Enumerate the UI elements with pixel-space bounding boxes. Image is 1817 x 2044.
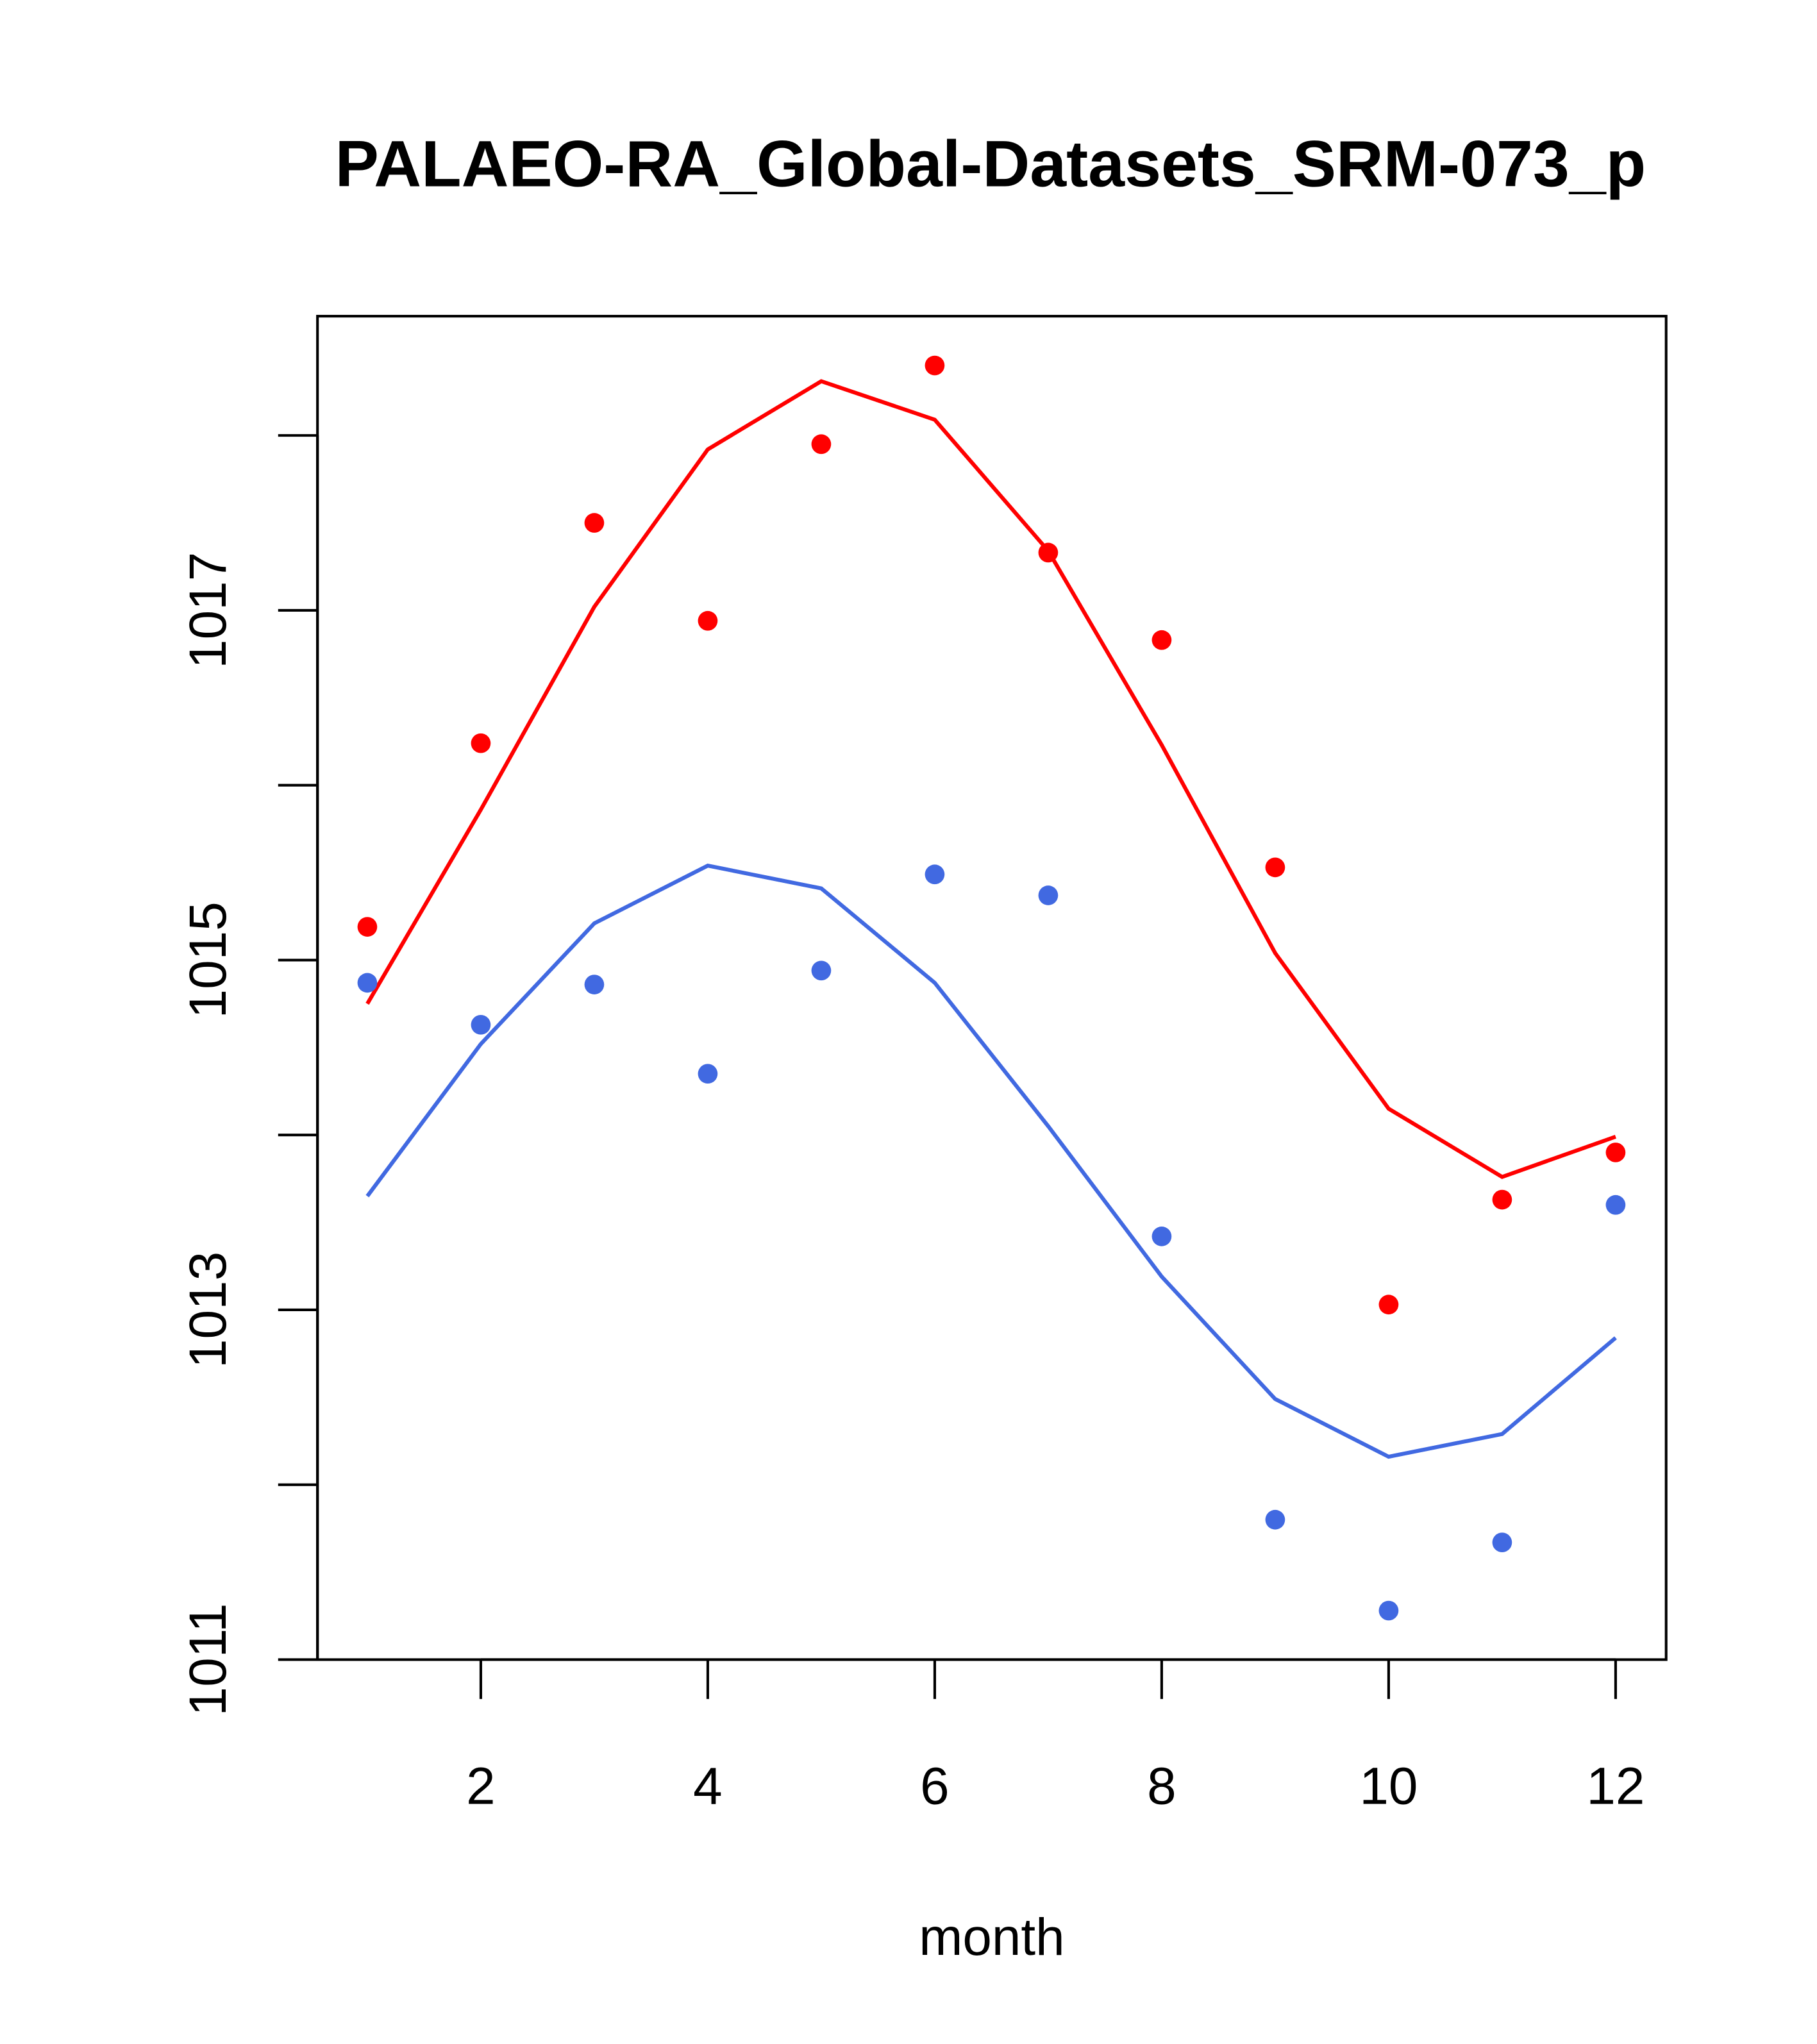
data-point-red-points: [584, 513, 605, 533]
data-point-blue-points: [1605, 1194, 1626, 1215]
chart-title: PALAEO-RA_Global-Datasets_SRM-073_p: [335, 127, 1646, 201]
x-axis: 2 4 6 8 10 12: [466, 1658, 1645, 1816]
data-point-red-points: [811, 434, 832, 455]
x-tick-label: 2: [466, 1757, 496, 1816]
data-point-red-points: [925, 355, 945, 376]
data-point-blue-points: [698, 1064, 718, 1084]
data-point-blue-points: [1492, 1532, 1512, 1553]
data-point-red-points: [1492, 1189, 1512, 1210]
data-point-blue-points: [925, 864, 945, 885]
data-point-blue-points: [1378, 1600, 1399, 1621]
data-point-blue-points: [1265, 1509, 1285, 1530]
series-layer: [357, 355, 1626, 1621]
data-point-red-points: [357, 917, 378, 937]
plot-frame: [316, 315, 1668, 1661]
data-point-red-points: [1605, 1143, 1626, 1162]
series-line-blue-line: [365, 863, 1617, 1459]
data-point-blue-points: [1038, 885, 1059, 905]
x-tick-label: 12: [1586, 1757, 1645, 1816]
data-point-blue-points: [357, 973, 378, 993]
x-tick-label: 8: [1147, 1757, 1176, 1816]
data-point-red-points: [1265, 857, 1285, 878]
data-point-red-points: [698, 610, 718, 631]
y-tick-label: 1013: [179, 1252, 237, 1368]
series-line-red-line: [365, 379, 1616, 1180]
x-tick-label: 4: [693, 1757, 723, 1816]
data-point-red-points: [471, 733, 491, 753]
data-point-red-points: [1378, 1294, 1399, 1315]
data-point-red-points: [1151, 630, 1172, 650]
x-tick-label: 6: [920, 1757, 950, 1816]
x-axis-label: month: [919, 1908, 1064, 1966]
y-tick-label: 1017: [179, 552, 237, 669]
data-point-blue-points: [1151, 1227, 1172, 1246]
data-point-blue-points: [471, 1014, 491, 1035]
data-point-blue-points: [811, 960, 832, 981]
y-tick-label: 1011: [179, 1603, 237, 1716]
y-tick-label: 1015: [179, 901, 237, 1018]
x-tick-label: 10: [1359, 1757, 1418, 1816]
data-point-blue-points: [584, 975, 605, 994]
y-axis: 1011 1013 1015 1017: [179, 434, 319, 1716]
